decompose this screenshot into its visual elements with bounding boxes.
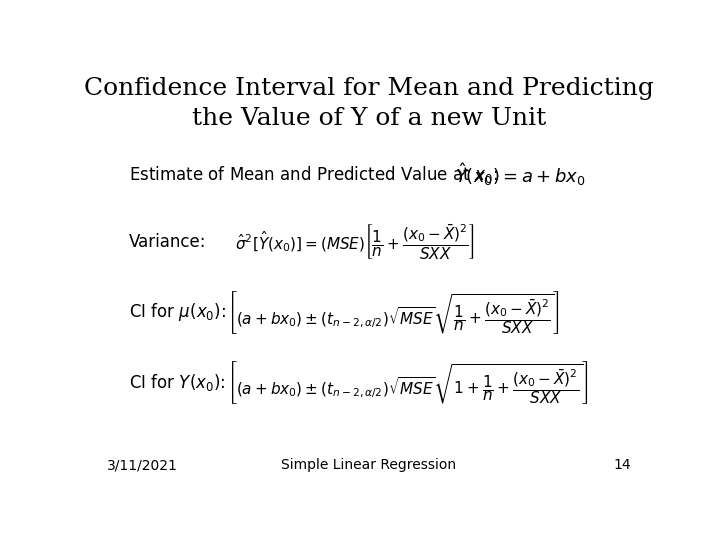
Text: CI for $Y(x_0)$:: CI for $Y(x_0)$: [129, 373, 225, 393]
Text: CI for $\mu(x_0)$:: CI for $\mu(x_0)$: [129, 301, 226, 323]
Text: Variance:: Variance: [129, 233, 207, 251]
Text: $\left[(a + bx_0) \pm (t_{n-2,\alpha/2})\sqrt{MSE}\sqrt{\dfrac{1}{n} + \dfrac{(x: $\left[(a + bx_0) \pm (t_{n-2,\alpha/2})… [227, 289, 559, 336]
Text: Simple Linear Regression: Simple Linear Regression [282, 458, 456, 472]
Text: $\hat{Y}(x_0) = a + bx_0$: $\hat{Y}(x_0) = a + bx_0$ [456, 161, 586, 188]
Text: Estimate of Mean and Predicted Value at $x_0$:: Estimate of Mean and Predicted Value at … [129, 165, 498, 185]
Text: 3/11/2021: 3/11/2021 [107, 458, 178, 472]
Text: $\left[(a + bx_0) \pm (t_{n-2,\alpha/2})\sqrt{MSE}\sqrt{1 + \dfrac{1}{n} + \dfra: $\left[(a + bx_0) \pm (t_{n-2,\alpha/2})… [227, 360, 588, 406]
Text: $\hat{\sigma}^2[\hat{Y}(x_0)] = (MSE)\left[\dfrac{1}{n} + \dfrac{(x_0 - \bar{X}): $\hat{\sigma}^2[\hat{Y}(x_0)] = (MSE)\le… [235, 222, 475, 261]
Text: Confidence Interval for Mean and Predicting
the Value of Y of a new Unit: Confidence Interval for Mean and Predict… [84, 77, 654, 130]
Text: 14: 14 [613, 458, 631, 472]
